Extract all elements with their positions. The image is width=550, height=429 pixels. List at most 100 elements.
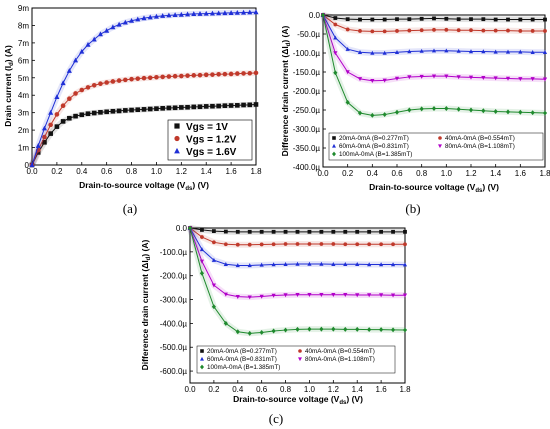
chart-c-data-point (200, 228, 204, 232)
chart-b-x-tick-label: 1.6 (515, 169, 527, 178)
chart-b-data-point (481, 108, 486, 114)
chart-a-data-point (253, 9, 259, 15)
chart-a-data-point (209, 10, 215, 16)
chart-c-legend-label: 80mA-0mA (B=1.108mT) (305, 356, 375, 363)
chart-b-data-point (370, 17, 375, 22)
chart-c-data-point (259, 294, 264, 299)
chart-c-data-point (235, 294, 240, 299)
chart-a-data-point (54, 112, 60, 117)
chart-a-data-point (241, 102, 246, 108)
chart-b-data-point (456, 106, 461, 112)
chart-b-data-point (345, 27, 350, 32)
chart-c-x-tick-label: 0.8 (280, 385, 292, 394)
chart-b-data-point (530, 49, 535, 54)
chart-a-data-point (129, 17, 135, 23)
chart-a-data-point (166, 105, 172, 111)
chart-b-data-point (407, 28, 412, 33)
chart-c-data-point (271, 229, 276, 234)
chart-a-data-point (166, 74, 172, 79)
chart-b-data-point (518, 49, 523, 54)
chart-b-data-point (481, 75, 486, 80)
chart-c: 0.0 0.2 0.4 0.6 0.8 1.0 1.2 1.4 1.6 1.8 0.0 -100.0µ… (140, 224, 411, 426)
chart-c-data-point (271, 262, 276, 267)
chart-b-legend-marker (332, 136, 336, 140)
chart-b-data-point (333, 16, 338, 20)
chart-c-legend-label: 100mA-0mA (B=1.385mT) (207, 364, 280, 371)
chart-a-data-point (210, 72, 215, 77)
chart-b-y-tick-label: -350.0µ (293, 144, 321, 153)
chart-b-data-point (530, 77, 535, 82)
chart-b-data-point (333, 35, 338, 40)
chart-c-x-tick-label: 1.6 (376, 385, 388, 394)
chart-a-data-point (48, 122, 53, 128)
chart-a-data-point (191, 73, 197, 78)
chart-c-data-point (271, 293, 276, 298)
chart-a-data-point (147, 75, 153, 81)
chart-c-data-point (235, 229, 240, 234)
chart-a-y-tick-label: 2m (18, 126, 29, 135)
chart-c-x-tick-label: 1.0 (304, 385, 316, 394)
chart-a-data-point (178, 11, 184, 17)
chart-c-x-axis-label: Drain-to-source voltage (Vds) (V) (233, 394, 363, 406)
chart-c-data-point (235, 242, 240, 247)
chart-c-data-point (247, 330, 252, 336)
chart-a-data-point (160, 74, 165, 80)
chart-c-y-tick-label: 0.0 (176, 224, 188, 233)
chart-b-legend-label: 40mA-0mA (B=0.554mT) (445, 135, 515, 142)
chart-c-data-point (367, 293, 372, 298)
chart-c-data-point (211, 240, 216, 245)
chart-a-y-tick-label: 5m (18, 74, 29, 83)
chart-c-data-point (199, 247, 205, 252)
chart-c-data-point (331, 261, 336, 266)
chart-c-data-point (295, 229, 300, 234)
chart-c-legend-marker (200, 356, 204, 361)
chart-a-legend-label: Vgs = 1.2V (186, 135, 237, 146)
chart-a-data-point (104, 27, 110, 33)
chart-b-x-tick-label: 0.0 (317, 169, 329, 178)
chart-c-data-point (295, 242, 300, 246)
chart-c-data-point (211, 257, 216, 262)
chart-b-data-point (456, 17, 461, 22)
chart-a-data-point (116, 78, 122, 83)
chart-a-data-point (154, 106, 159, 111)
chart-a-data-point (110, 79, 116, 84)
chart-c-data-point (379, 327, 384, 333)
chart-c-legend-marker (200, 349, 204, 353)
chart-c-data-point (199, 270, 205, 276)
chart-b-data-point (542, 77, 548, 82)
chart-c-data-point (259, 329, 264, 335)
chart-b-data-point (493, 49, 498, 54)
chart-a-data-point (141, 15, 147, 21)
chart-c-data-point (379, 262, 384, 267)
chart-c-legend-label: 20mA-0mA (B=0.277mT) (207, 348, 277, 355)
chart-a-data-point (160, 13, 166, 18)
chart-a-data-point (179, 105, 184, 110)
chart-b-data-point (431, 74, 437, 79)
chart-a-data-point (160, 106, 165, 111)
chart-b-data-point (370, 50, 375, 55)
chart-c-data-point (259, 229, 264, 234)
chart-b-data-point (530, 110, 535, 116)
chart-b-data-point (543, 17, 547, 22)
chart-c-data-point (223, 320, 228, 326)
chart-b-data-point (431, 48, 437, 53)
chart-b-legend-marker (438, 136, 442, 140)
chart-b-data-point (345, 46, 350, 51)
chart-a-data-point (203, 72, 209, 78)
chart-b-data-point (518, 109, 523, 115)
chart-c-y-tick-label: -300.0µ (160, 296, 188, 305)
chart-c-data-point (247, 229, 252, 234)
chart-a-data-point (153, 13, 159, 19)
chart-a-data-point (166, 12, 172, 18)
chart-b-data-point (432, 16, 436, 21)
chart-a-x-tick-label: 0.0 (26, 167, 38, 176)
chart-c-x-tick-label: 0.2 (208, 385, 220, 394)
chart-a-data-point (147, 14, 153, 20)
chart-b-data-point (382, 17, 387, 22)
chart-b-data-point (333, 70, 338, 76)
chart-c-x-tick-label: 1.4 (352, 385, 364, 394)
chart-b-y-tick-label: -50.0µ (297, 30, 320, 39)
chart-b-data-point (407, 17, 412, 22)
chart-a-data-point (73, 91, 78, 96)
